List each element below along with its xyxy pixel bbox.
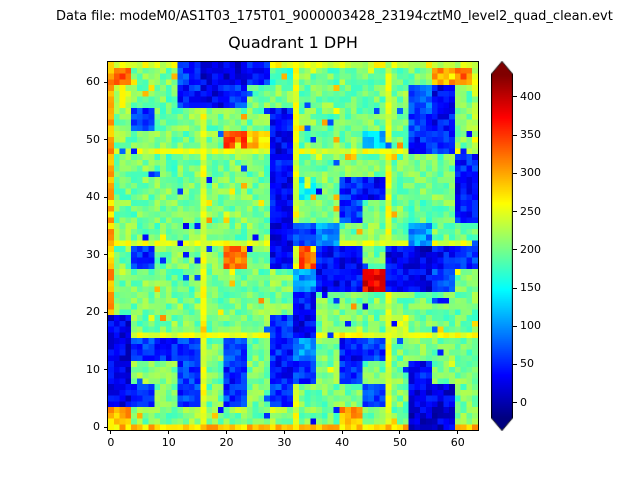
x-tick-mark bbox=[457, 430, 459, 434]
colorbar-tick-mark bbox=[513, 172, 517, 174]
colorbar-tick-mark bbox=[513, 325, 517, 327]
colorbar-tick-label: 400 bbox=[520, 89, 541, 103]
x-tick-mark bbox=[226, 430, 228, 434]
y-tick-label: 50 bbox=[86, 132, 100, 146]
colorbar-frame bbox=[491, 61, 513, 431]
x-tick-label: 10 bbox=[161, 436, 176, 449]
x-tick-label: 20 bbox=[219, 436, 234, 449]
datafile-label: Data file: modeM0/AS1T03_175T01_90000034… bbox=[56, 9, 613, 24]
colorbar-tick-label: 200 bbox=[520, 242, 541, 256]
x-tick-label: 50 bbox=[392, 436, 407, 449]
y-tick-label: 20 bbox=[86, 305, 100, 319]
x-tick-mark bbox=[168, 430, 170, 434]
colorbar-tick-label: 100 bbox=[520, 319, 541, 333]
colorbar-tick-label: 0 bbox=[520, 395, 527, 409]
y-tick-mark bbox=[104, 81, 108, 83]
colorbar-tick-label: 350 bbox=[520, 128, 541, 142]
colorbar-tick-mark bbox=[513, 402, 517, 404]
colorbar-tick-label: 300 bbox=[520, 166, 541, 180]
y-tick-mark bbox=[104, 139, 108, 141]
colorbar-tick-label: 50 bbox=[520, 357, 534, 371]
x-tick-label: 40 bbox=[335, 436, 350, 449]
colorbar-tick-mark bbox=[513, 96, 517, 98]
y-tick-label: 40 bbox=[86, 190, 100, 204]
heatmap-frame bbox=[107, 61, 479, 431]
x-tick-mark bbox=[283, 430, 285, 434]
colorbar-tick-mark bbox=[513, 211, 517, 213]
colorbar-tick-mark bbox=[513, 249, 517, 251]
y-tick-label: 30 bbox=[86, 247, 100, 261]
y-tick-mark bbox=[104, 254, 108, 256]
y-tick-label: 60 bbox=[86, 75, 100, 89]
y-tick-mark bbox=[104, 426, 108, 428]
y-tick-mark bbox=[104, 311, 108, 313]
colorbar-tick-mark bbox=[513, 134, 517, 136]
y-tick-mark bbox=[104, 196, 108, 198]
colorbar-tick-mark bbox=[513, 287, 517, 289]
heatmap-canvas bbox=[108, 62, 478, 430]
colorbar-tick-label: 250 bbox=[520, 204, 541, 218]
x-tick-mark bbox=[399, 430, 401, 434]
y-tick-mark bbox=[104, 369, 108, 371]
colorbar-tick-label: 150 bbox=[520, 281, 541, 295]
x-tick-label: 30 bbox=[277, 436, 292, 449]
colorbar-canvas bbox=[491, 61, 513, 431]
x-tick-label: 0 bbox=[107, 436, 115, 449]
x-tick-mark bbox=[110, 430, 112, 434]
x-tick-mark bbox=[341, 430, 343, 434]
x-tick-label: 60 bbox=[450, 436, 465, 449]
plot-title: Quadrant 1 DPH bbox=[228, 33, 358, 52]
y-tick-label: 0 bbox=[93, 420, 100, 434]
colorbar-tick-mark bbox=[513, 363, 517, 365]
y-tick-label: 10 bbox=[86, 362, 100, 376]
